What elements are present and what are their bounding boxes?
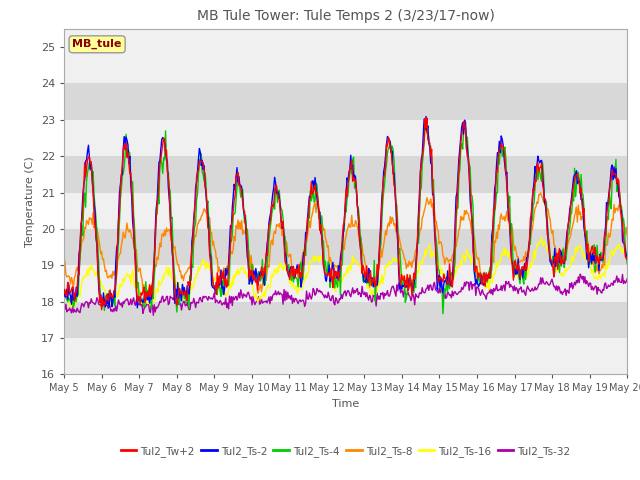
Legend: Tul2_Tw+2, Tul2_Ts-2, Tul2_Ts-4, Tul2_Ts-8, Tul2_Ts-16, Tul2_Ts-32: Tul2_Tw+2, Tul2_Ts-2, Tul2_Ts-4, Tul2_Ts… <box>116 442 575 461</box>
Bar <box>64 120 627 156</box>
Bar <box>64 192 627 229</box>
Y-axis label: Temperature (C): Temperature (C) <box>25 156 35 247</box>
Bar <box>64 301 627 338</box>
Bar <box>64 84 627 120</box>
X-axis label: Time: Time <box>332 399 359 409</box>
Bar <box>64 47 627 84</box>
Title: MB Tule Tower: Tule Temps 2 (3/23/17-now): MB Tule Tower: Tule Temps 2 (3/23/17-now… <box>196 10 495 24</box>
Bar <box>64 156 627 192</box>
Bar <box>64 265 627 301</box>
Bar <box>64 338 627 374</box>
Text: MB_tule: MB_tule <box>72 39 122 49</box>
Bar <box>64 229 627 265</box>
